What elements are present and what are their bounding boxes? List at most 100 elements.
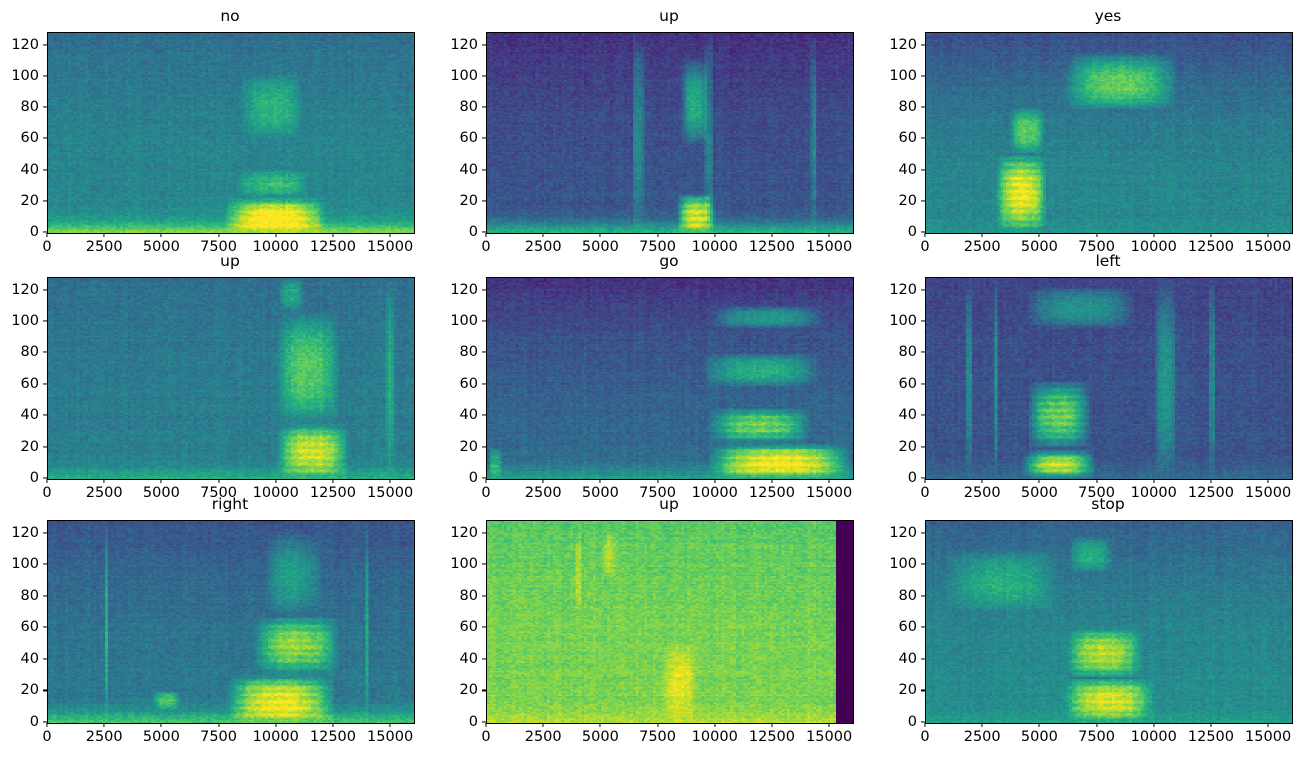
- x-tick-label: 15000: [1245, 239, 1292, 255]
- subplot-title: go: [659, 252, 679, 270]
- y-tick-mark: [42, 721, 47, 723]
- x-tick-mark: [103, 233, 105, 237]
- y-tick-mark: [42, 383, 47, 385]
- x-tick-label: 12500: [748, 239, 796, 255]
- y-tick-mark: [920, 168, 925, 171]
- x-tick-mark: [1153, 233, 1155, 237]
- y-tick-mark: [481, 200, 486, 202]
- y-tick-label: 80: [898, 98, 917, 115]
- y-tick-mark: [481, 414, 486, 416]
- x-tick-mark: [1096, 479, 1098, 483]
- subplot-1-up: up 0 20 40 60 80 100 120 0 2500 5000 7500 10000 12500…: [450, 8, 854, 254]
- x-tick-mark: [332, 233, 334, 237]
- subplot-4-go: go 0 20 40 60 80 100 120 0 2500 5000 7500 10000 12500…: [450, 253, 854, 500]
- y-tick-mark: [481, 289, 486, 291]
- y-tick-label: 0: [468, 713, 478, 730]
- y-tick-mark: [42, 563, 47, 565]
- y-tick-label: 40: [20, 650, 39, 667]
- y-tick-mark: [920, 477, 925, 479]
- x-tick-label: 2500: [963, 239, 1001, 255]
- spectrogram-image: [486, 32, 854, 234]
- y-tick-mark: [920, 351, 925, 353]
- subplot-title: no: [220, 7, 240, 25]
- x-tick-label: 12500: [1187, 729, 1235, 745]
- y-tick-mark: [42, 137, 47, 139]
- x-tick-label: 0: [481, 239, 491, 255]
- y-tick-label: 120: [11, 36, 39, 53]
- x-tick-mark: [981, 723, 983, 727]
- spectrogram-image: [47, 520, 415, 724]
- y-tick-label: 40: [459, 406, 478, 423]
- y-tick-mark: [920, 43, 925, 46]
- y-tick-label: 0: [29, 469, 39, 486]
- y-tick-label: 100: [450, 555, 478, 572]
- x-tick-label: 7500: [639, 485, 677, 501]
- y-tick-label: 0: [907, 469, 917, 486]
- y-tick-mark: [920, 106, 925, 108]
- subplot-title: up: [659, 495, 679, 513]
- subplot-5-left: left 0 20 40 60 80 100 120 0 2500 5000 7500 10000 125…: [889, 253, 1293, 500]
- x-tick-mark: [275, 723, 277, 727]
- y-tick-mark: [42, 168, 47, 171]
- y-tick-mark: [42, 320, 47, 322]
- x-tick-mark: [924, 479, 926, 483]
- y-tick-label: 20: [459, 192, 478, 209]
- y-tick-mark: [42, 200, 47, 202]
- subplot-title: stop: [1091, 495, 1125, 513]
- y-tick-mark: [481, 532, 486, 534]
- y-tick-mark: [481, 383, 486, 385]
- x-tick-label: 2500: [524, 239, 562, 255]
- x-tick-mark: [389, 233, 391, 237]
- y-tick-label: 60: [459, 375, 478, 392]
- y-tick-label: 80: [459, 98, 478, 115]
- y-tick-mark: [920, 595, 925, 597]
- y-tick-label: 0: [468, 469, 478, 486]
- x-tick-mark: [1153, 723, 1155, 727]
- spectrogram-image: [486, 520, 854, 724]
- x-tick-label: 2500: [963, 485, 1001, 501]
- y-tick-label: 120: [450, 36, 478, 53]
- x-tick-label: 5000: [142, 485, 180, 501]
- y-tick-label: 60: [898, 619, 917, 636]
- y-tick-mark: [481, 168, 486, 171]
- x-tick-mark: [981, 233, 983, 237]
- y-tick-mark: [481, 231, 486, 233]
- y-tick-label: 80: [459, 344, 478, 361]
- y-tick-label: 100: [11, 67, 39, 84]
- y-tick-label: 120: [889, 36, 917, 53]
- y-tick-mark: [42, 289, 47, 291]
- x-tick-label: 15000: [367, 729, 414, 745]
- x-tick-label: 12500: [309, 485, 357, 501]
- x-tick-mark: [160, 233, 162, 237]
- y-tick-label: 20: [459, 438, 478, 455]
- x-tick-label: 15000: [1245, 729, 1292, 745]
- y-tick-mark: [42, 43, 47, 46]
- subplot-title: up: [659, 7, 679, 25]
- y-tick-mark: [920, 446, 925, 448]
- y-tick-mark: [481, 658, 486, 660]
- x-tick-label: 12500: [309, 239, 357, 255]
- y-tick-label: 60: [898, 130, 917, 146]
- x-tick-label: 7500: [1078, 239, 1116, 255]
- y-tick-label: 20: [898, 192, 917, 209]
- x-tick-label: 5000: [142, 729, 180, 745]
- subplot-title: up: [220, 252, 240, 270]
- y-tick-label: 100: [11, 312, 39, 329]
- x-tick-mark: [714, 479, 716, 483]
- y-tick-label: 100: [450, 67, 478, 84]
- y-tick-mark: [42, 75, 47, 77]
- x-tick-mark: [771, 233, 773, 237]
- subplot-7-up: up 0 20 40 60 80 100 120 0 2500 5000 7500 10000 12500…: [450, 496, 854, 744]
- x-tick-label: 15000: [367, 239, 414, 255]
- y-tick-mark: [42, 351, 47, 353]
- x-tick-label: 5000: [1020, 485, 1058, 501]
- x-tick-mark: [332, 723, 334, 727]
- x-tick-label: 2500: [85, 729, 123, 745]
- y-tick-label: 120: [450, 524, 478, 541]
- y-tick-mark: [42, 626, 47, 628]
- y-tick-mark: [481, 721, 486, 723]
- x-tick-label: 5000: [1020, 239, 1058, 255]
- x-tick-mark: [599, 479, 601, 483]
- x-tick-mark: [542, 479, 544, 483]
- x-tick-label: 12500: [1187, 239, 1235, 255]
